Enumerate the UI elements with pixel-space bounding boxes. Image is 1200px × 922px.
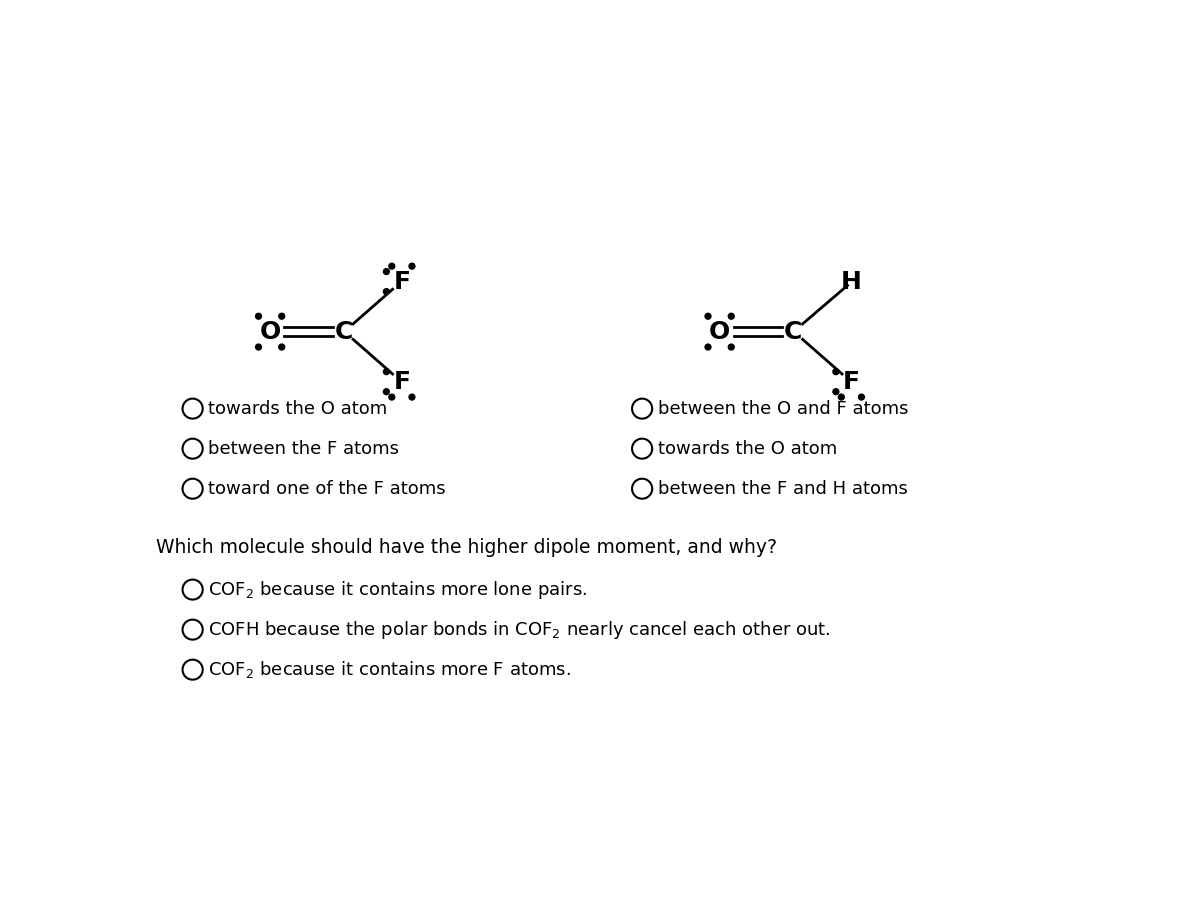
Text: between the O and F atoms: between the O and F atoms bbox=[658, 399, 908, 418]
Text: O: O bbox=[709, 320, 731, 344]
Text: F: F bbox=[394, 370, 410, 394]
Circle shape bbox=[409, 394, 415, 400]
Text: O: O bbox=[259, 320, 281, 344]
Circle shape bbox=[278, 344, 284, 350]
Circle shape bbox=[858, 394, 864, 400]
Circle shape bbox=[728, 344, 734, 350]
Text: towards the O atom: towards the O atom bbox=[208, 399, 388, 418]
Circle shape bbox=[384, 268, 389, 275]
Text: toward one of the F atoms: toward one of the F atoms bbox=[208, 479, 445, 498]
Text: between the F and H atoms: between the F and H atoms bbox=[658, 479, 907, 498]
Text: COF$_2$ because it contains more lone pairs.: COF$_2$ because it contains more lone pa… bbox=[208, 579, 587, 600]
Text: F: F bbox=[842, 370, 860, 394]
Circle shape bbox=[833, 389, 839, 395]
Text: H: H bbox=[841, 269, 862, 293]
Circle shape bbox=[839, 394, 845, 400]
Text: between the F atoms: between the F atoms bbox=[208, 440, 400, 457]
Circle shape bbox=[389, 264, 395, 269]
Circle shape bbox=[256, 344, 262, 350]
Text: COFH because the polar bonds in COF$_2$ nearly cancel each other out.: COFH because the polar bonds in COF$_2$ … bbox=[208, 619, 830, 641]
Circle shape bbox=[384, 389, 389, 395]
Circle shape bbox=[706, 344, 710, 350]
Circle shape bbox=[706, 313, 710, 319]
Circle shape bbox=[384, 369, 389, 374]
Text: F: F bbox=[394, 269, 410, 293]
Circle shape bbox=[278, 313, 284, 319]
Circle shape bbox=[728, 313, 734, 319]
Text: Which molecule should have the higher dipole moment, and why?: Which molecule should have the higher di… bbox=[156, 538, 778, 557]
Text: C: C bbox=[784, 320, 803, 344]
Circle shape bbox=[833, 369, 839, 374]
Circle shape bbox=[409, 264, 415, 269]
Text: COF$_2$ because it contains more F atoms.: COF$_2$ because it contains more F atoms… bbox=[208, 659, 571, 680]
Text: C: C bbox=[335, 320, 353, 344]
Circle shape bbox=[384, 289, 389, 294]
Text: towards the O atom: towards the O atom bbox=[658, 440, 836, 457]
Circle shape bbox=[256, 313, 262, 319]
Circle shape bbox=[389, 394, 395, 400]
